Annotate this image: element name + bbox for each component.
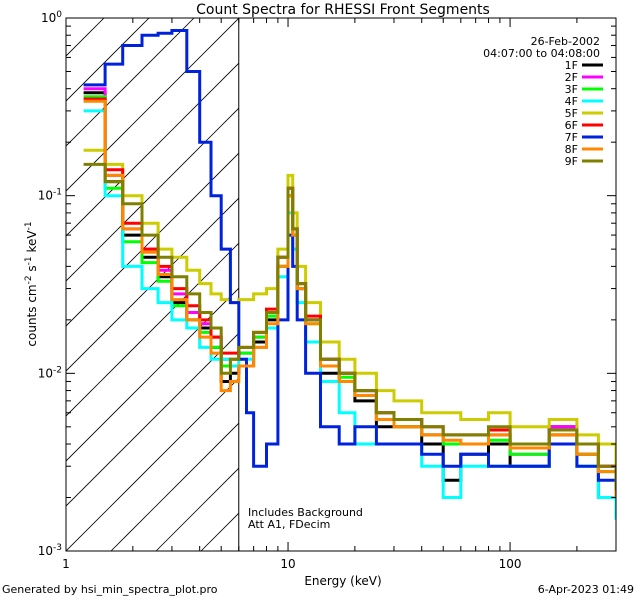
legend-label-9F: 9F <box>565 155 578 168</box>
x-tick-label: 1 <box>62 557 70 571</box>
date-label: 26-Feb-2002 <box>531 35 600 48</box>
legend-label-1F: 1F <box>565 59 578 72</box>
series-line-8F <box>83 99 616 498</box>
hatch-line <box>516 11 640 551</box>
legend-label-5F: 5F <box>565 107 578 120</box>
series-line-4F <box>83 109 616 520</box>
hatch-line <box>66 18 195 147</box>
hatch-line <box>291 11 640 551</box>
hatch-line <box>66 62 239 237</box>
annotation-attenuator: Att A1, FDecim <box>248 518 330 531</box>
hatch-line <box>606 11 640 551</box>
time-range-label: 04:07:00 to 04:08:00 <box>483 47 600 60</box>
series-line-3F <box>83 95 616 498</box>
y-tick-label: 10-1 <box>38 188 62 203</box>
x-tick-label: 10 <box>280 557 295 571</box>
hatch-line <box>381 11 640 551</box>
series-line-1F <box>83 91 616 499</box>
hatch-line <box>336 11 640 551</box>
hatch-line <box>426 11 640 551</box>
annotation-background: Includes Background <box>248 506 363 519</box>
y-tick-label: 10-3 <box>38 543 62 558</box>
hatch-line <box>66 377 239 551</box>
series-line-5F <box>83 148 616 467</box>
hatch-line <box>66 18 239 192</box>
hatch-line <box>110 422 239 551</box>
legend-label-6F: 6F <box>565 119 578 132</box>
series-line-9F <box>83 162 616 491</box>
hatch-line <box>66 152 239 327</box>
y-tick-label: 100 <box>41 10 62 25</box>
footer-generated-by: Generated by hsi_min_spectra_plot.pro <box>2 583 218 596</box>
footer-timestamp: 6-Apr-2023 01:49 <box>537 583 634 596</box>
y-axis-label: counts cm-2 s-1 keV-1 <box>24 221 39 346</box>
y-tick-label: 10-2 <box>38 365 62 380</box>
x-tick-label: 100 <box>499 557 522 571</box>
x-axis-label: Energy (keV) <box>304 574 381 588</box>
hatch-line <box>66 197 239 372</box>
hatch-line <box>66 332 239 507</box>
hatch-line <box>66 287 239 462</box>
legend-label-2F: 2F <box>565 71 578 84</box>
chart-title: Count Spectra for RHESSI Front Segments <box>196 2 490 18</box>
legend-label-7F: 7F <box>565 131 578 144</box>
hatch-line <box>0 11 21 551</box>
plot-frame <box>65 17 617 552</box>
axis-ticks: 1 10 100 100 10-1 10-2 10-3 <box>38 10 617 571</box>
hatch-line <box>66 242 239 417</box>
series-line-6F <box>83 97 616 498</box>
series-line-2F <box>83 87 616 498</box>
legend-label-8F: 8F <box>565 143 578 156</box>
legend-label-3F: 3F <box>565 83 578 96</box>
legend-label-4F: 4F <box>565 95 578 108</box>
series-lines <box>83 29 616 520</box>
